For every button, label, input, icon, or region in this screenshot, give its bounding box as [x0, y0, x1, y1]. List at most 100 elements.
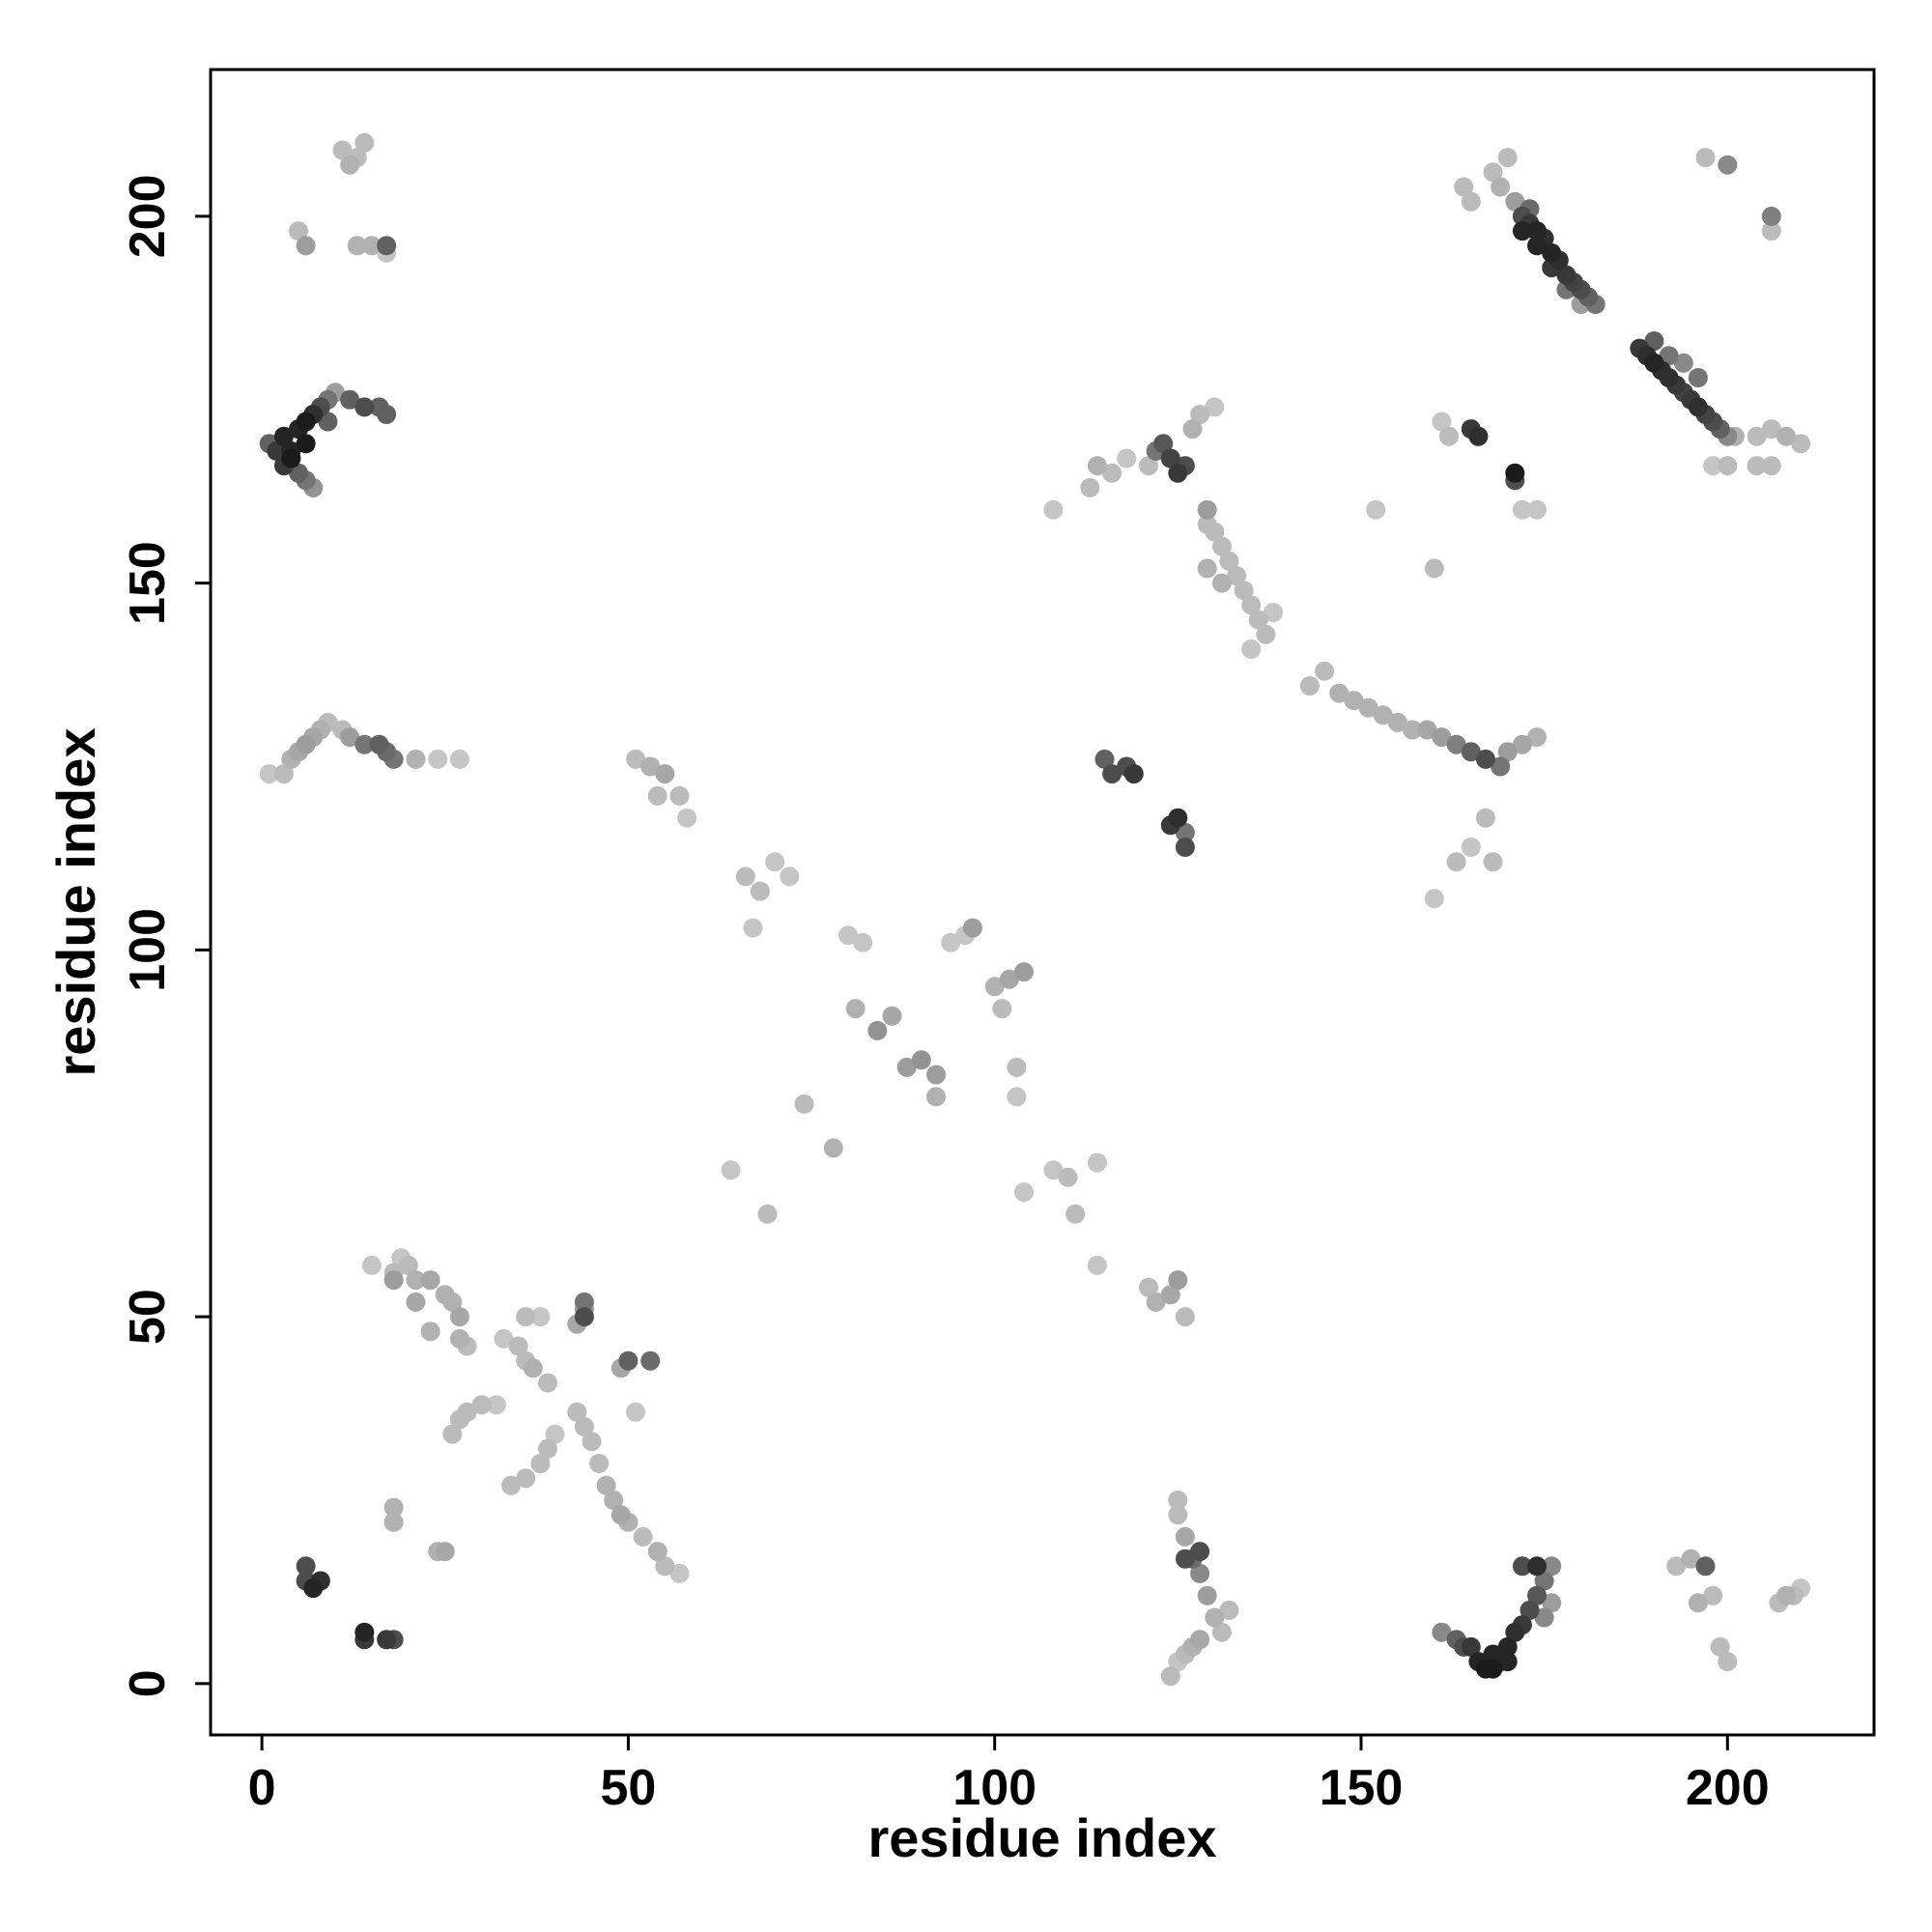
data-point — [794, 1094, 814, 1114]
data-point — [377, 1630, 397, 1650]
data-point — [1673, 353, 1693, 373]
data-point — [1542, 242, 1562, 263]
data-point — [296, 236, 316, 256]
data-point — [1520, 1600, 1540, 1620]
data-point — [1014, 962, 1034, 982]
y-axis: 0 50 100 150 200 — [120, 175, 211, 1697]
data-point — [1315, 661, 1335, 681]
data-point — [618, 1350, 639, 1371]
data-point — [647, 785, 668, 806]
data-point — [1417, 720, 1437, 740]
data-point — [1344, 691, 1364, 711]
data-point — [1461, 1636, 1481, 1657]
data-point — [1761, 206, 1781, 226]
data-point — [384, 1512, 404, 1532]
data-point — [1197, 499, 1217, 520]
data-point — [1087, 1152, 1107, 1173]
data-point — [530, 1307, 551, 1327]
data-point — [457, 1402, 477, 1422]
data-point — [1168, 463, 1188, 483]
data-point — [626, 1402, 645, 1422]
data-point — [1644, 331, 1664, 351]
data-point — [1747, 456, 1767, 476]
data-point — [1718, 155, 1738, 175]
data-point — [1175, 1307, 1195, 1327]
data-point — [1175, 1548, 1195, 1569]
data-point — [1264, 603, 1283, 622]
data-point — [1080, 477, 1100, 497]
data-point — [823, 1138, 843, 1158]
data-point — [1102, 463, 1122, 483]
data-point — [1512, 1556, 1532, 1577]
data-point — [1505, 191, 1525, 212]
data-point — [743, 918, 763, 938]
data-point — [765, 852, 785, 872]
data-point — [1446, 852, 1466, 872]
data-point — [1659, 368, 1679, 387]
data-point — [926, 1065, 946, 1085]
data-point — [574, 1417, 594, 1436]
x-tick-label: 50 — [600, 1760, 656, 1816]
data-point — [1205, 1607, 1225, 1628]
points-layer — [259, 132, 1811, 1687]
data-point — [449, 1328, 469, 1349]
data-point — [508, 1336, 528, 1356]
data-point — [1718, 1652, 1738, 1672]
data-point — [1497, 1636, 1518, 1657]
data-point — [1087, 1255, 1107, 1275]
x-axis: 0 50 100 150 200 — [248, 1735, 1770, 1816]
data-point — [611, 1505, 631, 1525]
data-point — [1483, 1659, 1503, 1679]
data-point — [1703, 1585, 1723, 1605]
data-point — [1387, 712, 1407, 732]
data-point — [1058, 1167, 1078, 1187]
data-point — [647, 1542, 668, 1562]
data-point — [757, 1204, 778, 1224]
data-point — [1065, 1204, 1086, 1224]
data-point — [1175, 1526, 1195, 1547]
data-point — [303, 1578, 324, 1599]
data-point — [896, 1057, 917, 1077]
data-point — [1168, 1505, 1188, 1525]
data-point — [1791, 434, 1811, 454]
data-point — [1534, 1607, 1554, 1628]
data-point — [574, 1307, 594, 1327]
data-point — [721, 1160, 741, 1180]
data-point — [1666, 1556, 1687, 1577]
data-point — [1695, 1556, 1716, 1577]
data-point — [296, 412, 316, 432]
data-point — [516, 1468, 536, 1489]
data-point — [1190, 1542, 1210, 1562]
data-point — [1688, 1593, 1708, 1613]
data-point — [1475, 749, 1495, 769]
data-point — [596, 1475, 616, 1495]
data-point — [574, 1292, 594, 1312]
data-point — [1248, 610, 1268, 630]
data-point — [1299, 676, 1320, 696]
data-point — [1534, 1571, 1554, 1591]
data-point — [259, 764, 279, 784]
data-point — [1211, 536, 1232, 556]
data-point — [420, 1321, 440, 1342]
data-point — [1190, 1630, 1210, 1650]
data-point — [1007, 1087, 1027, 1107]
data-point — [1160, 448, 1180, 469]
data-point — [406, 1292, 426, 1312]
data-point — [1761, 456, 1781, 476]
data-point — [332, 140, 353, 160]
data-point — [589, 1454, 610, 1473]
data-point — [516, 1307, 536, 1327]
data-point — [1527, 499, 1547, 520]
data-point — [1007, 1057, 1027, 1077]
data-point — [406, 1270, 426, 1291]
data-point — [1695, 148, 1716, 168]
data-point — [340, 155, 360, 175]
data-point — [377, 236, 397, 256]
data-point — [442, 1292, 463, 1312]
data-point — [941, 932, 961, 952]
data-point — [1475, 808, 1495, 828]
data-point — [1219, 551, 1239, 571]
data-point — [501, 1475, 521, 1495]
data-point — [1512, 499, 1532, 520]
data-point — [1197, 558, 1217, 579]
